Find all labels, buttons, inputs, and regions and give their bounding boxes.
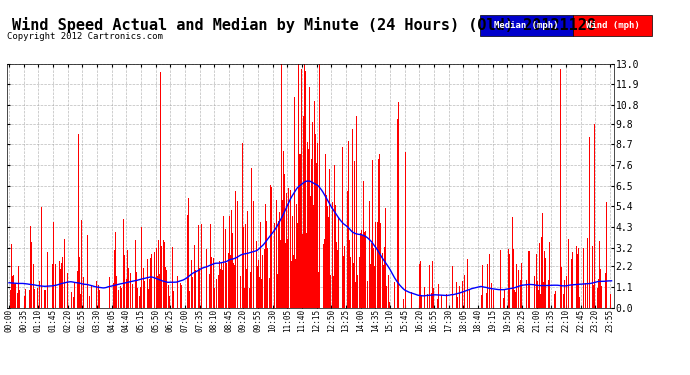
Text: Wind Speed Actual and Median by Minute (24 Hours) (Old) 20121128: Wind Speed Actual and Median by Minute (… [12, 17, 595, 33]
Text: Copyright 2012 Cartronics.com: Copyright 2012 Cartronics.com [7, 32, 163, 41]
Text: Wind (mph): Wind (mph) [586, 21, 639, 30]
Text: Median (mph): Median (mph) [494, 21, 558, 30]
